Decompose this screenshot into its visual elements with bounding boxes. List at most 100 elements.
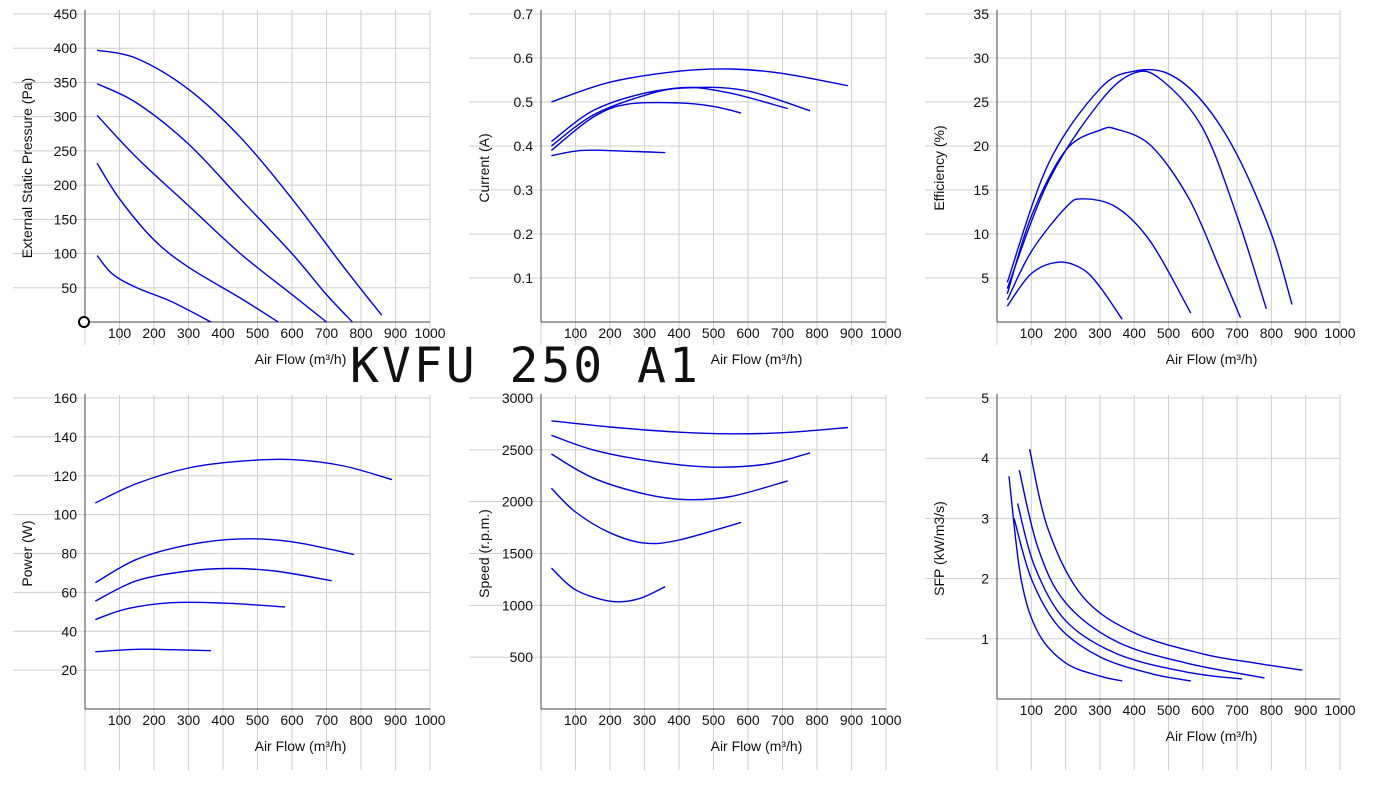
- sfp-x-tick-label: 800: [1260, 702, 1284, 718]
- current-y-tick-label: 0.7: [514, 6, 534, 22]
- current-x-tick-label: 300: [633, 325, 657, 341]
- power-y-tick-label: 160: [54, 390, 78, 406]
- efficiency-y-tick-label: 20: [973, 138, 989, 154]
- power-x-tick-label: 900: [384, 712, 408, 728]
- power-x-tick-label: 700: [315, 712, 339, 728]
- speed-series-3-line: [551, 453, 788, 501]
- pressure-x-tick-label: 1000: [414, 325, 445, 341]
- pressure-y-tick-label: 150: [54, 211, 78, 227]
- efficiency-x-tick-label: 600: [1191, 325, 1215, 341]
- current-y-tick-label: 0.5: [514, 94, 534, 110]
- speed-series-1-line: [551, 420, 849, 435]
- power-x-tick-label: 200: [142, 712, 166, 728]
- power-x-tick-label: 600: [280, 712, 304, 728]
- power-series-3-line: [94, 567, 332, 602]
- power-x-tick-label: 100: [108, 712, 132, 728]
- pressure-y-tick-label: 200: [54, 177, 78, 193]
- current-x-tick-label: 500: [702, 325, 726, 341]
- sfp-y-tick-label: 1: [981, 631, 989, 647]
- speed-x-tick-label: 800: [805, 712, 829, 728]
- speed-y-axis-label: Speed (r.p.m.): [476, 509, 492, 598]
- current-x-tick-label: 1000: [870, 325, 901, 341]
- pressure-y-axis-label: External Static Pressure (Pa): [19, 78, 35, 259]
- sfp-x-tick-label: 600: [1191, 702, 1215, 718]
- sfp-series-1-line: [1028, 449, 1303, 671]
- current-series-1-line: [551, 68, 849, 103]
- speed-chart: 500 1000 1500 2000 2500 3000 100 200 300 400 500 60…: [469, 390, 902, 770]
- speed-x-tick-label: 400: [667, 712, 691, 728]
- speed-x-tick-label: 200: [598, 712, 622, 728]
- current-x-tick-label: 600: [736, 325, 760, 341]
- efficiency-x-tick-label: 1000: [1324, 325, 1355, 341]
- pressure-x-tick-label: 900: [384, 325, 408, 341]
- speed-x-tick-label: 1000: [870, 712, 901, 728]
- pressure-y-tick-label: 400: [54, 40, 78, 56]
- efficiency-x-tick-label: 300: [1088, 325, 1112, 341]
- pressure-x-axis-label: Air Flow (m³/h): [255, 351, 347, 367]
- sfp-series-5-line: [1008, 476, 1123, 682]
- pressure-series-3-line: [96, 114, 327, 323]
- sfp-chart: 1 2 3 4 5 100 200 300 400 500 600 700 800 900 1000 Air …: [925, 390, 1356, 770]
- power-x-tick-label: 1000: [414, 712, 445, 728]
- current-y-tick-label: 0.3: [514, 182, 534, 198]
- speed-y-tick-label: 2500: [502, 442, 533, 458]
- power-y-tick-label: 140: [54, 429, 78, 445]
- efficiency-series-2-line: [1006, 70, 1267, 310]
- efficiency-y-tick-label: 25: [973, 94, 989, 110]
- sfp-x-tick-label: 900: [1294, 702, 1318, 718]
- efficiency-x-tick-label: 700: [1225, 325, 1249, 341]
- power-y-tick-label: 80: [61, 546, 77, 562]
- current-y-tick-label: 0.2: [514, 226, 534, 242]
- speed-x-tick-label: 300: [633, 712, 657, 728]
- efficiency-series-3-line: [1006, 126, 1242, 318]
- speed-y-tick-label: 1500: [502, 546, 533, 562]
- pressure-x-tick-label: 300: [177, 325, 201, 341]
- current-y-axis-label: Current (A): [476, 133, 492, 202]
- page-title: KVFU 250 A1: [350, 338, 701, 394]
- sfp-x-tick-label: 300: [1088, 702, 1112, 718]
- current-x-axis-label: Air Flow (m³/h): [711, 351, 803, 367]
- power-series-4-line: [95, 601, 286, 621]
- power-chart: 20 40 60 80 100 120 140 160 100 200 300 400 500 600 70…: [13, 390, 446, 770]
- power-y-tick-label: 60: [61, 584, 77, 600]
- speed-x-tick-label: 700: [771, 712, 795, 728]
- sfp-x-tick-label: 400: [1123, 702, 1147, 718]
- current-series-2-line: [550, 86, 811, 143]
- pressure-x-tick-label: 400: [211, 325, 235, 341]
- efficiency-x-tick-label: 100: [1020, 325, 1044, 341]
- sfp-x-tick-label: 500: [1157, 702, 1181, 718]
- power-y-tick-label: 20: [61, 662, 77, 678]
- pressure-x-tick-label: 100: [108, 325, 132, 341]
- speed-y-tick-label: 2000: [502, 494, 533, 510]
- origin-marker: [78, 316, 90, 328]
- power-y-axis-label: Power (W): [19, 520, 35, 586]
- speed-y-tick-label: 3000: [502, 390, 533, 406]
- efficiency-series-4-line: [1006, 198, 1192, 314]
- efficiency-x-tick-label: 500: [1157, 325, 1181, 341]
- sfp-series-3-line: [1016, 503, 1243, 680]
- power-x-tick-label: 400: [211, 712, 235, 728]
- pressure-x-tick-label: 200: [142, 325, 166, 341]
- speed-x-tick-label: 500: [702, 712, 726, 728]
- power-x-tick-label: 800: [349, 712, 373, 728]
- current-y-tick-label: 0.4: [514, 138, 534, 154]
- current-series-3-line: [550, 86, 788, 147]
- power-y-tick-label: 100: [54, 507, 78, 523]
- efficiency-x-tick-label: 800: [1260, 325, 1284, 341]
- power-x-tick-label: 500: [246, 712, 270, 728]
- current-x-tick-label: 900: [840, 325, 864, 341]
- pressure-x-tick-label: 600: [280, 325, 304, 341]
- sfp-series-2-line: [1018, 470, 1265, 679]
- current-x-tick-label: 400: [667, 325, 691, 341]
- efficiency-chart: 5 10 15 20 25 30 35 100 200 300 400 500 600 700 800 900…: [925, 6, 1356, 367]
- pressure-x-tick-label: 700: [315, 325, 339, 341]
- power-series-1-line: [95, 458, 393, 504]
- current-x-tick-label: 700: [771, 325, 795, 341]
- efficiency-y-tick-label: 30: [973, 50, 989, 66]
- pressure-chart: 50 100 150 200 250 300 350 400 450 100 200 300 400 50…: [13, 6, 446, 367]
- speed-x-tick-label: 900: [840, 712, 864, 728]
- current-chart: 0.1 0.2 0.3 0.4 0.5 0.6 0.7 100 200 300 400 500 600 7…: [469, 6, 902, 367]
- pressure-y-tick-label: 450: [54, 6, 78, 22]
- speed-y-tick-label: 1000: [502, 597, 533, 613]
- sfp-x-axis-label: Air Flow (m³/h): [1166, 728, 1258, 744]
